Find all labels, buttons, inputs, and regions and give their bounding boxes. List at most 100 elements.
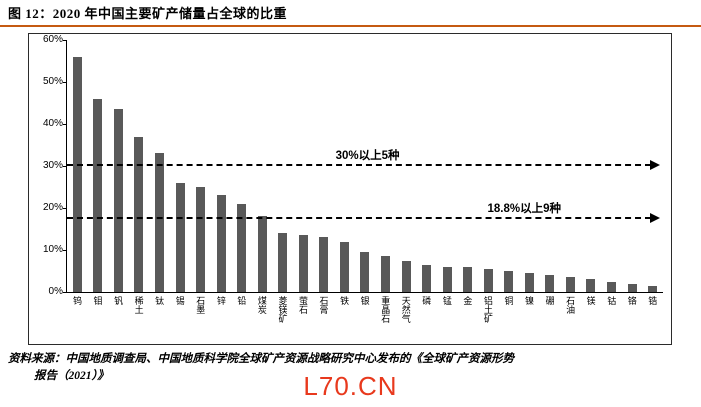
bar-slot — [581, 40, 602, 292]
bar — [93, 98, 103, 292]
x-axis-label-text: 镁 — [585, 296, 596, 305]
bar — [648, 285, 658, 292]
x-axis-label: 钼 — [87, 296, 108, 323]
x-axis-label-text: 石油 — [565, 296, 576, 314]
bar-slot — [231, 40, 252, 292]
annotation-dashed-line: 30%以上5种 — [67, 150, 660, 170]
x-axis-label: 石膏 — [313, 296, 334, 323]
x-axis-label: 铁 — [333, 296, 354, 323]
x-axis-label-text: 钛 — [154, 296, 165, 305]
x-axis-label-text: 镍 — [524, 296, 535, 305]
bar-slot — [149, 40, 170, 292]
bar-slot — [129, 40, 150, 292]
x-axis-label-text: 铁 — [339, 296, 350, 305]
bar — [360, 252, 370, 292]
x-axis-label: 稀土 — [128, 296, 149, 323]
bar-slot — [375, 40, 396, 292]
bar — [463, 266, 473, 292]
bar-slot — [519, 40, 540, 292]
y-axis-tick-label: 10% — [42, 244, 63, 255]
y-axis-tick-label: 20% — [42, 202, 63, 213]
bar — [278, 233, 288, 292]
bar-slot — [498, 40, 519, 292]
bar-slot — [540, 40, 561, 292]
bar-slot — [170, 40, 191, 292]
bar — [72, 56, 82, 292]
bar-slot — [67, 40, 88, 292]
watermark: L70.CN — [303, 371, 398, 401]
y-axis-tick-mark — [63, 208, 67, 209]
annotation-label: 30%以上5种 — [335, 150, 400, 162]
x-axis-label-text: 铝土矿 — [482, 296, 493, 323]
x-axis-label-text: 银 — [359, 296, 370, 305]
x-axis-label: 金 — [456, 296, 477, 323]
bar — [237, 203, 247, 292]
x-axis-label: 铬 — [621, 296, 642, 323]
x-axis-label: 锰 — [436, 296, 457, 323]
x-axis-label: 镁 — [580, 296, 601, 323]
bar — [524, 273, 534, 292]
bar — [565, 277, 575, 292]
x-axis-label: 重晶石 — [374, 296, 395, 323]
x-axis-label: 钨 — [66, 296, 87, 323]
y-axis-tick-label: 60% — [42, 34, 63, 45]
x-axis-label: 银 — [354, 296, 375, 323]
x-axis-label: 磷 — [415, 296, 436, 323]
x-axis-label-text: 钒 — [113, 296, 124, 305]
chart-frame: 0% 10% 20% 30% 40% 50% 60% 30%以上5种 18.8%以上9种 钨 钼… — [28, 33, 672, 345]
bar — [627, 283, 637, 292]
x-axis-label-text: 钴 — [606, 296, 617, 305]
x-axis-label-text: 重晶石 — [380, 296, 391, 323]
annotation-label: 18.8%以上9种 — [487, 202, 561, 215]
bar — [134, 136, 144, 292]
y-axis-tick-mark — [63, 292, 67, 293]
source-text: 资料来源：中国地质调查局、中国地质科学院全球矿产资源战略研究中心发布的《全球矿产… — [8, 351, 684, 384]
x-axis-label-text: 石膏 — [318, 296, 329, 314]
y-axis-tick-mark — [63, 250, 67, 251]
y-axis-tick-label: 0% — [48, 286, 63, 297]
x-axis-label-text: 铜 — [503, 296, 514, 305]
x-axis-label-text: 锡 — [174, 296, 185, 305]
bar-slot — [560, 40, 581, 292]
y-axis-tick-label: 40% — [42, 118, 63, 129]
bar — [442, 266, 452, 292]
x-axis-labels: 钨 钼 钒稀土 钛锡 石墨锌 铅煤炭 菱镁矿 萤石 石膏 铁银 重晶石 天然气 磷锰 金铝土矿 铜 镍硼 石油镁… — [66, 296, 662, 323]
bar — [380, 256, 390, 292]
x-axis-label: 钒 — [107, 296, 128, 323]
figure-title: 图 12：2020 年中国主要矿产储量占全球的比重 — [8, 6, 288, 21]
x-axis-label: 镍 — [518, 296, 539, 323]
bar — [257, 216, 267, 292]
x-axis-label-text: 菱镁矿 — [277, 296, 288, 323]
bar — [339, 241, 349, 292]
x-axis-label-text: 天然气 — [400, 296, 411, 323]
arrow-right-icon — [650, 212, 660, 223]
x-axis-label: 钴 — [600, 296, 621, 323]
x-axis-label-text: 锆 — [647, 296, 658, 305]
bar-series — [67, 40, 663, 292]
bar — [586, 279, 596, 292]
bar — [504, 271, 514, 292]
bar-slot — [601, 40, 622, 292]
bar — [483, 268, 493, 292]
x-axis-label-text: 金 — [462, 296, 473, 305]
x-axis-label: 铝土矿 — [477, 296, 498, 323]
source-line-2: 报告（2021）》 — [34, 369, 109, 382]
y-axis-tick-mark — [63, 124, 67, 125]
x-axis-label-text: 稀土 — [133, 296, 144, 314]
x-axis-label: 锌 — [210, 296, 231, 323]
bar-slot — [252, 40, 273, 292]
x-axis-label: 铅 — [230, 296, 251, 323]
source-line-1: 资料来源：中国地质调查局、中国地质科学院全球矿产资源战略研究中心发布的《全球矿产… — [8, 353, 514, 365]
x-axis-label-text: 锰 — [441, 296, 452, 305]
x-axis-label: 萤石 — [292, 296, 313, 323]
plot-area: 0% 10% 20% 30% 40% 50% 60% 30%以上5种 18.8%以上9种 — [43, 35, 663, 297]
bar-slot — [457, 40, 478, 292]
bar — [422, 264, 432, 292]
bar — [196, 187, 206, 292]
y-axis-tick-mark — [63, 40, 67, 41]
y-axis-tick-mark — [63, 166, 67, 167]
bar-slot — [396, 40, 417, 292]
bar-slot — [272, 40, 293, 292]
bar-slot — [88, 40, 109, 292]
